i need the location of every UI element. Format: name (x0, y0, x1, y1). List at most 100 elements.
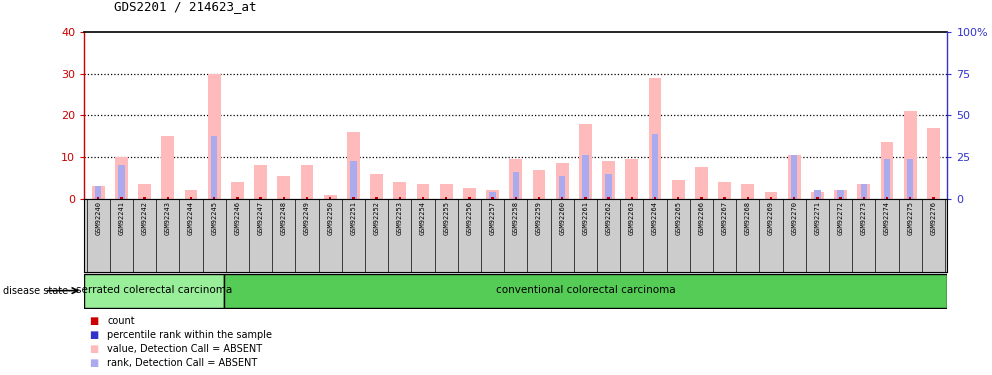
Bar (695, 168, 708, 199)
Text: GSM92269: GSM92269 (768, 201, 774, 235)
Text: ■: ■ (89, 358, 98, 368)
Bar (283, 198, 285, 199)
Text: GSM92276: GSM92276 (930, 201, 936, 235)
Bar (626, 159, 638, 199)
Bar (491, 198, 494, 199)
FancyBboxPatch shape (84, 274, 224, 308)
Bar (211, 136, 217, 199)
Bar (932, 197, 934, 199)
Bar (631, 198, 633, 199)
Bar (138, 184, 151, 199)
Text: serrated colerectal carcinoma: serrated colerectal carcinoma (76, 285, 232, 295)
Bar (323, 195, 336, 199)
Bar (185, 190, 197, 199)
Bar (607, 198, 610, 199)
Bar (231, 182, 244, 199)
Text: GSM92264: GSM92264 (652, 201, 658, 235)
FancyBboxPatch shape (224, 274, 947, 308)
Text: GSM92243: GSM92243 (165, 201, 171, 235)
Bar (654, 197, 656, 199)
Text: GSM92249: GSM92249 (304, 201, 310, 235)
Text: GSM92260: GSM92260 (559, 201, 565, 235)
Bar (347, 132, 360, 199)
Bar (881, 142, 894, 199)
Text: GSM92247: GSM92247 (258, 201, 264, 235)
Bar (904, 111, 917, 199)
Bar (558, 176, 565, 199)
Bar (439, 184, 452, 199)
Bar (376, 198, 378, 199)
Text: GSM92256: GSM92256 (466, 201, 472, 235)
Bar (861, 184, 867, 199)
Bar (189, 198, 192, 199)
Bar (863, 198, 865, 199)
Bar (510, 159, 522, 199)
Text: GSM92263: GSM92263 (629, 201, 635, 235)
Text: GSM92267: GSM92267 (721, 201, 728, 235)
Bar (306, 198, 309, 199)
Bar (672, 180, 684, 199)
Text: GSM92268: GSM92268 (745, 201, 751, 235)
Text: GSM92248: GSM92248 (281, 201, 287, 235)
Bar (839, 198, 842, 199)
Text: GSM92271: GSM92271 (814, 201, 820, 235)
Text: ■: ■ (89, 344, 98, 354)
Bar (162, 136, 175, 199)
Bar (579, 124, 592, 199)
Text: GSM92258: GSM92258 (513, 201, 519, 235)
Text: GSM92242: GSM92242 (142, 201, 148, 235)
Bar (92, 186, 104, 199)
Text: GSM92251: GSM92251 (350, 201, 356, 235)
Bar (741, 184, 754, 199)
Bar (350, 161, 357, 199)
Text: GSM92262: GSM92262 (606, 201, 612, 235)
Bar (254, 165, 267, 199)
Text: GSM92241: GSM92241 (118, 201, 124, 235)
Bar (422, 198, 425, 199)
Bar (95, 186, 101, 199)
Text: GSM92255: GSM92255 (443, 201, 449, 235)
Text: conventional colorectal carcinoma: conventional colorectal carcinoma (496, 285, 676, 295)
Bar (167, 198, 169, 199)
Bar (118, 165, 125, 199)
Bar (605, 174, 612, 199)
Bar (370, 174, 383, 199)
Bar (884, 159, 890, 199)
Bar (582, 155, 588, 199)
Text: GSM92266: GSM92266 (698, 201, 704, 235)
Text: GSM92253: GSM92253 (397, 201, 403, 235)
Bar (770, 198, 772, 199)
Bar (907, 159, 914, 199)
Bar (515, 197, 517, 199)
Bar (399, 198, 401, 199)
Bar (301, 165, 313, 199)
Bar (649, 78, 662, 199)
Bar (468, 198, 470, 199)
Bar (538, 198, 541, 199)
Text: GSM92257: GSM92257 (490, 201, 496, 235)
Bar (278, 176, 291, 199)
Bar (489, 192, 496, 199)
Bar (584, 197, 586, 199)
Text: GSM92259: GSM92259 (536, 201, 542, 235)
Bar (791, 155, 798, 199)
Text: disease state: disease state (3, 286, 68, 296)
Text: GSM92273: GSM92273 (861, 201, 867, 235)
Bar (700, 198, 702, 199)
Bar (115, 157, 128, 199)
Bar (120, 197, 123, 199)
Bar (788, 155, 801, 199)
Bar (513, 172, 519, 199)
Bar (602, 161, 615, 199)
Text: GSM92245: GSM92245 (211, 201, 217, 235)
Bar (486, 190, 499, 199)
Bar (463, 188, 476, 199)
Text: rank, Detection Call = ABSENT: rank, Detection Call = ABSENT (107, 358, 257, 368)
Text: percentile rank within the sample: percentile rank within the sample (107, 330, 272, 340)
Bar (765, 192, 778, 199)
Text: GSM92265: GSM92265 (676, 201, 682, 235)
Bar (816, 198, 818, 199)
Bar (834, 190, 847, 199)
Bar (260, 198, 262, 199)
Bar (329, 198, 331, 199)
